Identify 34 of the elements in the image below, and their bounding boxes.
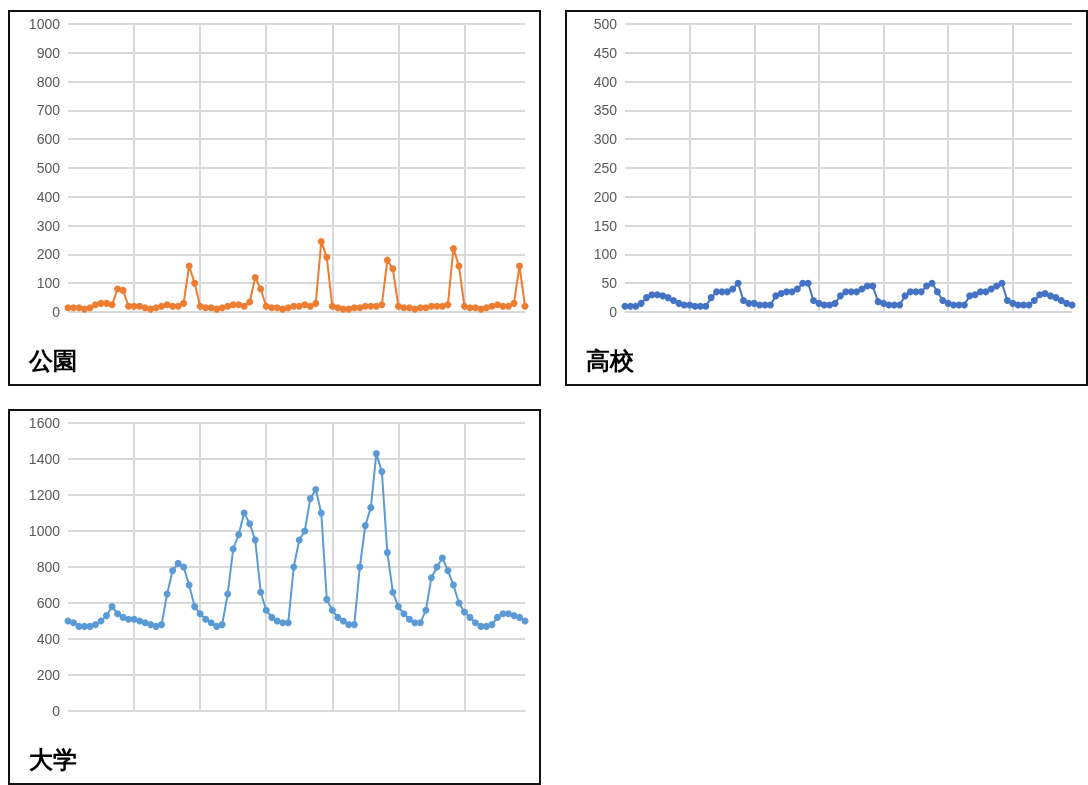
y-tick-label: 0 — [52, 304, 61, 320]
y-tick-label: 250 — [593, 160, 618, 176]
y-tick-label: 900 — [36, 44, 61, 61]
y-tick-label: 400 — [36, 188, 61, 205]
y-tick-label: 1000 — [28, 16, 61, 32]
y-tick-label: 200 — [36, 667, 61, 683]
y-tick-label: 1400 — [28, 451, 61, 467]
text: 公園 — [28, 347, 77, 375]
y-tick-label: 500 — [593, 16, 618, 32]
y-tick-label: 1200 — [28, 487, 61, 503]
y-tick-label: 500 — [36, 160, 61, 176]
text: 大学 — [29, 746, 77, 774]
y-tick-label: 100 — [593, 246, 618, 263]
y-tick-label: 400 — [36, 631, 61, 647]
y-tick-label: 0 — [609, 304, 618, 320]
y-tick-label: 50 — [601, 275, 618, 292]
y-tick-label: 350 — [593, 102, 618, 119]
y-tick-label: 200 — [36, 246, 61, 263]
y-tick-label: 800 — [36, 73, 61, 90]
y-tick-label: 300 — [593, 131, 618, 148]
y-tick-label: 200 — [593, 188, 618, 205]
y-tick-label: 400 — [593, 73, 618, 90]
y-tick-label: 100 — [36, 275, 61, 292]
y-tick-label: 300 — [36, 217, 61, 234]
y-tick-label: 1600 — [28, 415, 61, 431]
y-tick-label: 450 — [593, 44, 618, 61]
y-tick-label: 600 — [36, 131, 61, 148]
y-tick-label: 150 — [593, 217, 618, 234]
y-tick-label: 1000 — [28, 523, 61, 539]
text: 高校 — [586, 347, 635, 375]
y-tick-label: 800 — [36, 559, 61, 575]
y-tick-label: 700 — [36, 102, 61, 119]
y-tick-label: 0 — [52, 703, 61, 719]
y-tick-label: 600 — [36, 595, 61, 611]
